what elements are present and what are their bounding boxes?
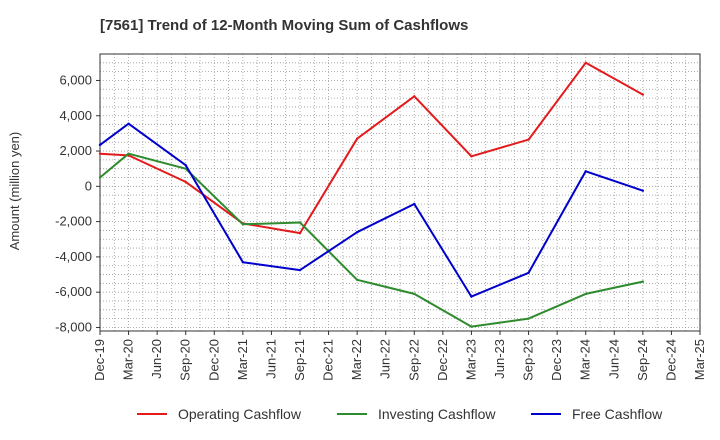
- data-point: [527, 271, 530, 274]
- x-tick-label: Jun-22: [378, 339, 393, 379]
- x-tick-label: Dec-19: [92, 339, 107, 381]
- legend-label: Investing Cashflow: [378, 406, 496, 422]
- chart-title: [7561] Trend of 12-Month Moving Sum of C…: [100, 17, 468, 34]
- x-tick-label: Mar-22: [349, 339, 364, 380]
- data-point: [184, 163, 187, 167]
- y-tick-label: 4,000: [59, 108, 92, 123]
- data-point: [527, 317, 530, 320]
- x-tick-label: Jun-20: [149, 339, 164, 379]
- data-point: [413, 292, 416, 296]
- data-point: [413, 95, 416, 98]
- data-point: [355, 137, 359, 140]
- data-point: [584, 61, 587, 65]
- x-tick-label: Jun-23: [492, 339, 507, 379]
- x-tick-label: Sep-20: [178, 339, 193, 381]
- x-tick-label: Sep-23: [521, 339, 536, 381]
- y-tick-label: 2,000: [59, 143, 92, 158]
- data-point: [298, 268, 302, 272]
- legend-label: Operating Cashflow: [178, 406, 302, 422]
- x-tick-label: Mar-25: [692, 339, 707, 380]
- y-tick-label: -8,000: [55, 319, 92, 334]
- data-point: [470, 325, 473, 328]
- legend-label: Free Cashflow: [572, 406, 663, 422]
- x-tick-label: Jun-24: [606, 339, 621, 379]
- data-point: [584, 292, 587, 296]
- y-tick-label: -2,000: [55, 214, 92, 229]
- x-tick-label: Dec-21: [321, 339, 336, 381]
- data-point: [98, 143, 102, 147]
- data-point: [355, 278, 359, 282]
- x-tick-label: Mar-23: [463, 339, 478, 380]
- data-point: [298, 221, 302, 224]
- y-tick-label: -6,000: [55, 284, 92, 299]
- data-point: [641, 280, 645, 283]
- data-point: [527, 138, 530, 141]
- data-point: [184, 180, 187, 184]
- data-point: [355, 230, 359, 234]
- data-point: [127, 122, 130, 125]
- plot-frame: [99, 53, 701, 332]
- data-point: [98, 176, 102, 179]
- x-tick-label: Sep-22: [406, 339, 421, 381]
- x-tick-label: Mar-20: [121, 339, 136, 380]
- x-tick-label: Dec-23: [549, 339, 564, 381]
- data-point: [241, 260, 245, 264]
- legend: Operating Cashflow Investing Cashflow Free…: [137, 406, 663, 422]
- data-point: [298, 231, 302, 235]
- data-point: [241, 223, 245, 226]
- y-tick-label: 6,000: [59, 72, 92, 87]
- y-tick-label: 0: [85, 178, 92, 193]
- data-point: [470, 155, 473, 158]
- x-tick-label: Mar-21: [235, 339, 250, 380]
- data-point: [98, 152, 102, 155]
- x-tick-label: Jun-21: [263, 339, 278, 379]
- y-axis-label: Amount (million yen): [7, 132, 22, 251]
- data-point: [470, 295, 473, 298]
- x-tick-label: Dec-24: [663, 339, 678, 381]
- data-point: [641, 189, 645, 192]
- x-tick-label: Mar-24: [578, 339, 593, 380]
- x-tick-label: Dec-22: [435, 339, 450, 381]
- plot-area: -8,000 -6,000 -4,000 -2,000 0 2,000 4,000 6,000…: [55, 53, 707, 381]
- y-tick-label: -4,000: [55, 249, 92, 264]
- x-tick-label: Sep-21: [292, 339, 307, 381]
- data-point: [641, 93, 645, 96]
- x-tick-label: Dec-20: [206, 339, 221, 381]
- data-point: [584, 170, 587, 173]
- data-point: [127, 152, 130, 155]
- data-point: [413, 202, 416, 206]
- x-tick-label: Sep-24: [635, 339, 650, 381]
